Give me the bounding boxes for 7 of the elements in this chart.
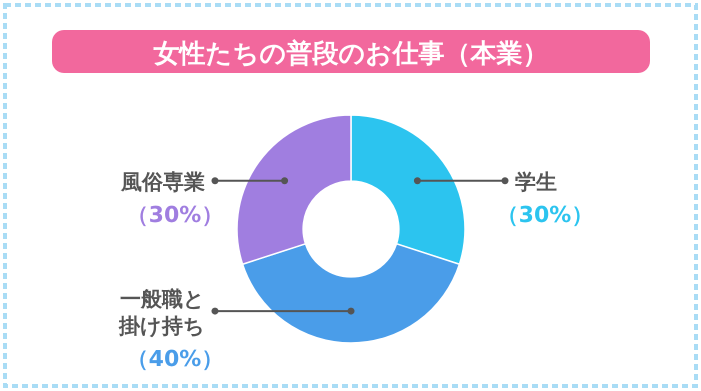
chart-title: 女性たちの普段のお仕事（本業） [152,38,548,69]
data-label: （30%） [126,202,224,228]
slice-label: 一般職と掛け持ち [118,287,205,338]
slice-label: 風俗専業 [120,170,205,194]
slice-label: 学生 [515,170,557,194]
data-label: （30%） [496,202,594,228]
data-label: （40%） [126,347,224,372]
